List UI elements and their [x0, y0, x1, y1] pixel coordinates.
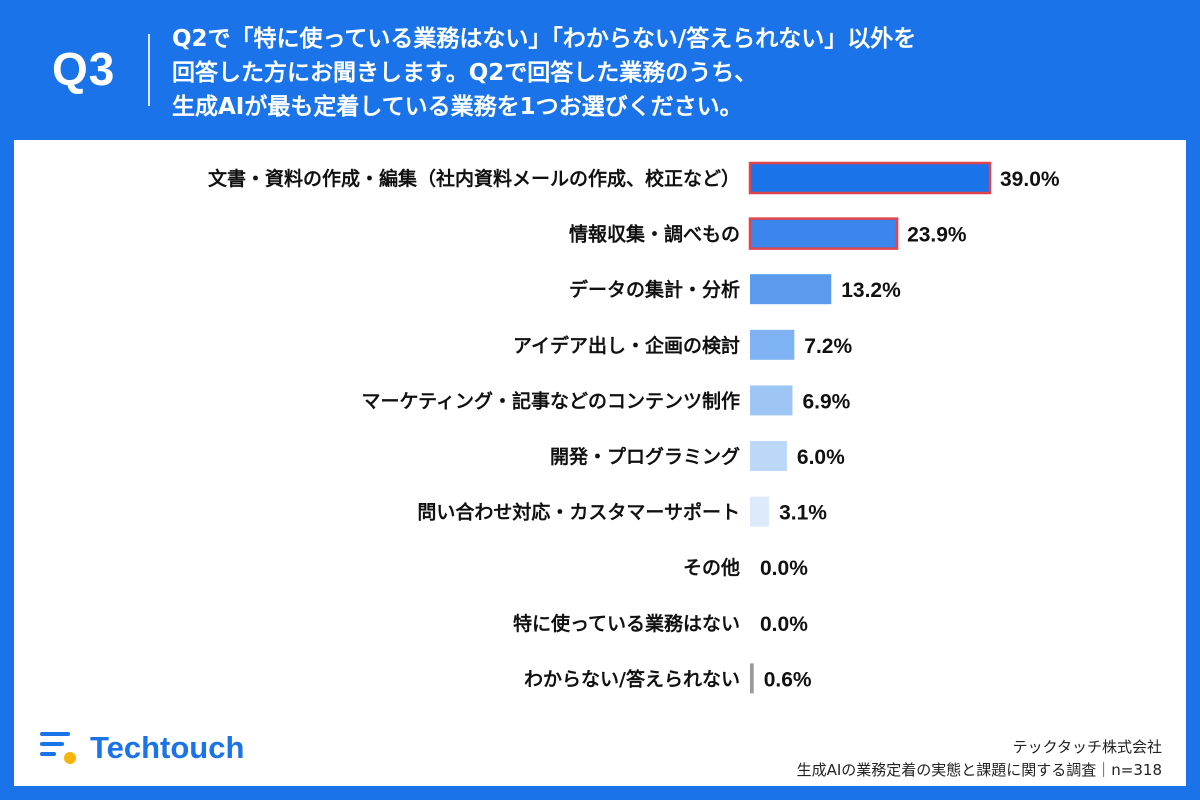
- bar: [750, 496, 770, 527]
- footer-credit: テックタッチ株式会社 生成AIの業務定着の実態と課題に関する調査｜n=318: [797, 736, 1162, 782]
- value-label: 0.6%: [764, 668, 812, 691]
- value-label: 6.0%: [797, 446, 845, 469]
- chart-card: 文書・資料の作成・編集（社内資料メールの作成、校正など） 39.0% 情報収集・調べ…: [14, 140, 1186, 786]
- logo-mark-icon: [38, 728, 86, 768]
- bar: [750, 274, 832, 305]
- techtouch-logo: Techtouch: [38, 728, 244, 768]
- bar: [750, 329, 795, 360]
- category-label: 文書・資料の作成・編集（社内資料メールの作成、校正など）: [208, 167, 740, 190]
- question-text: Q2で「特に使っている業務はない」「わからない/答えられない」以外を 回答した方…: [172, 22, 1172, 124]
- value-label: 13.2%: [841, 279, 901, 302]
- value-label: 3.1%: [779, 502, 827, 525]
- category-label: わからない/答えられない: [524, 667, 740, 690]
- category-label: マーケティング・記事などのコンテンツ制作: [362, 389, 740, 412]
- value-label: 39.0%: [1000, 168, 1060, 191]
- value-label: 0.0%: [760, 613, 808, 636]
- category-label: 問い合わせ対応・カスタマーサポート: [417, 501, 740, 524]
- category-label: 特に使っている業務はない: [513, 612, 740, 635]
- logo-text: Techtouch: [90, 730, 245, 765]
- value-label: 6.9%: [802, 390, 850, 413]
- bar: [748, 217, 899, 250]
- footer-survey: 生成AIの業務定着の実態と課題に関する調査｜n=318: [796, 761, 1162, 779]
- category-label: アイデア出し・企画の検討: [513, 334, 740, 357]
- bar-chart: 文書・資料の作成・編集（社内資料メールの作成、校正など） 39.0% 情報収集・調べ…: [208, 161, 1060, 694]
- header-banner: Q3 Q2で「特に使っている業務はない」「わからない/答えられない」以外を 回答…: [0, 0, 1200, 140]
- value-label: 23.9%: [907, 224, 967, 247]
- category-label: 開発・プログラミング: [550, 445, 740, 468]
- question-line-2: 回答した方にお聞きします。Q2で回答した業務のうち、: [172, 60, 758, 86]
- footer-company: テックタッチ株式会社: [1012, 738, 1162, 756]
- value-label: 0.0%: [760, 557, 808, 580]
- bar: [750, 663, 754, 694]
- question-number: Q3: [52, 43, 116, 95]
- bar: [750, 385, 793, 416]
- header-divider: [148, 34, 150, 106]
- bar: [748, 161, 992, 195]
- question-line-3: 生成AIが最も定着している業務を1つお選びください。: [172, 94, 743, 120]
- question-line-1: Q2で「特に使っている業務はない」「わからない/答えられない」以外を: [172, 26, 917, 52]
- bar: [750, 441, 787, 471]
- value-label: 7.2%: [804, 335, 852, 358]
- category-label: 情報収集・調べもの: [569, 223, 740, 246]
- category-label: その他: [683, 556, 740, 579]
- category-label: データの集計・分析: [569, 278, 740, 301]
